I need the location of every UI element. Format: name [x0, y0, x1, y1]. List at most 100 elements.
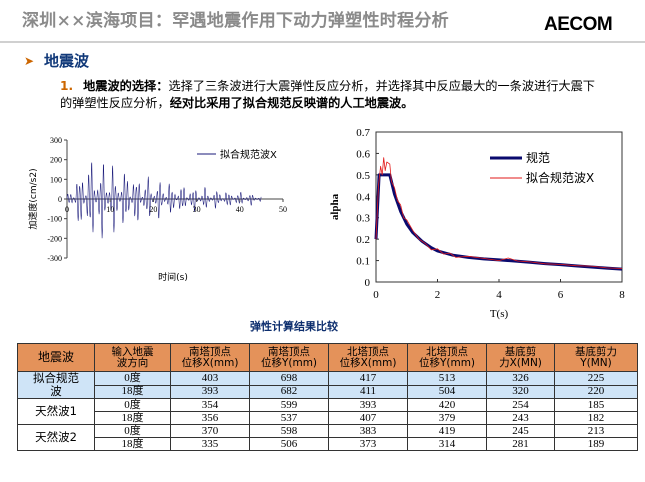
column-header: 输入地震 波方向: [94, 343, 171, 372]
column-header: 北塔顶点 位移Y(mm): [407, 343, 487, 372]
section-heading: 地震波: [44, 52, 90, 70]
column-header: 基底剪 力X(MN): [486, 343, 555, 372]
table-cell: 0度: [94, 424, 171, 438]
table-cell: 698: [249, 371, 329, 386]
table-cell: 379: [407, 411, 487, 425]
table-cell: 335: [170, 437, 250, 451]
results-table: 地震波 输入地震 波方向 南塔顶点 位移X(mm) 南塔顶点 位移Y(mm) 北塔顶点 位移X(…: [17, 343, 638, 451]
table-cell: 314: [407, 437, 487, 451]
table-row: 天然波2 0度 370 598 383 419 245 213: [17, 424, 638, 451]
x-tick-label: 0: [373, 289, 379, 301]
table-cell: 220: [554, 384, 638, 399]
table-row: 天然波1 0度 354 599 393 420 254 185: [17, 398, 638, 425]
table-cell: 407: [328, 411, 408, 425]
table-cell: 243: [486, 411, 555, 425]
table-cell: 254: [486, 398, 555, 412]
table-cell: 225: [554, 371, 638, 386]
paragraph-body: 选择了三条波进行大震弹性反应分析，并选择其中反应最大的一条波进行大震下的弹塑性反…: [60, 79, 595, 110]
table-cell: 419: [407, 424, 487, 438]
aecom-logo: AECOM: [544, 14, 613, 35]
column-header: 地震波: [17, 343, 95, 372]
table-cell: 393: [170, 384, 250, 399]
paragraph-emphasis: 经对比采用了拟合规范反映谱的人工地震波。: [169, 96, 414, 110]
wave-name-cell: 天然波1: [17, 398, 95, 425]
series-line-2: [375, 157, 623, 269]
table-cell: 354: [170, 398, 250, 412]
y-tick-label: -100: [47, 215, 62, 224]
wave-name-cell: 拟合规范波: [17, 371, 95, 399]
table-cell: 383: [328, 424, 408, 438]
table-cell: 506: [249, 437, 329, 451]
x-tick-label: 6: [558, 289, 564, 301]
table-row: 18度 356 537 407 379 243 182: [18, 411, 638, 425]
y-tick-label: -200: [47, 234, 62, 243]
y-tick-label: -300: [47, 254, 62, 263]
table-cell: 420: [407, 398, 487, 412]
x-tick-label: 4: [496, 289, 502, 301]
y-tick-label: 100: [50, 175, 62, 184]
table-title: 弹性计算结果比较: [250, 320, 338, 333]
table-cell: 281: [486, 437, 555, 451]
table-cell: 245: [486, 424, 555, 438]
table-row: 18度 393 682 411 504 320 220: [18, 384, 638, 399]
table-cell: 373: [328, 437, 408, 451]
y-axis-title: alpha: [329, 193, 341, 220]
y-tick-label: 300: [50, 136, 62, 145]
table-cell: 537: [249, 411, 329, 425]
x-tick-label: 0: [65, 205, 69, 214]
x-axis-title: 时间(s): [158, 271, 188, 283]
table-cell: 598: [249, 424, 329, 438]
table-cell: 182: [554, 411, 638, 425]
y-tick-label: 0.3: [356, 213, 370, 225]
x-tick-label: 30: [193, 205, 201, 214]
series-line-1: [374, 173, 623, 271]
table-row: 18度 335 506 373 314 281 189: [18, 437, 638, 451]
x-tick-label: 20: [149, 205, 157, 214]
y-tick-label: 200: [50, 156, 62, 165]
column-header: 基底剪力 Y(MN): [554, 343, 638, 372]
legend-label: 规范: [526, 150, 550, 165]
y-tick-label: 0.6: [356, 148, 370, 160]
y-tick-label: 0.5: [356, 170, 370, 182]
table-cell: 18度: [94, 437, 171, 451]
table-cell: 370: [170, 424, 250, 438]
legend-label: 拟合规范波X: [526, 170, 594, 185]
x-tick-label: 8: [619, 289, 625, 301]
page-title: 深圳××滨海项目：罕遇地震作用下动力弹塑性时程分析: [22, 11, 449, 31]
column-header: 南塔顶点 位移Y(mm): [249, 343, 329, 372]
table-row: 拟合规范波 0度 403 698 417 513 326 225: [17, 371, 638, 399]
column-header: 北塔顶点 位移X(mm): [328, 343, 408, 372]
y-tick-label: 0: [58, 195, 62, 204]
table-cell: 356: [170, 411, 250, 425]
y-tick-label: 0: [365, 277, 371, 289]
table-cell: 599: [249, 398, 329, 412]
x-tick-label: 40: [236, 205, 244, 214]
waveform-series-line: [66, 162, 262, 239]
table-cell: 504: [407, 384, 487, 399]
table-header-row: 地震波 输入地震 波方向 南塔顶点 位移X(mm) 南塔顶点 位移Y(mm) 北塔顶点 位移X(…: [17, 343, 638, 372]
table-cell: 18度: [94, 384, 171, 399]
wave-name-cell: 天然波2: [17, 424, 95, 451]
y-axis-title: 加速度(cm/s2): [27, 168, 39, 229]
table-cell: 189: [554, 437, 638, 451]
y-tick-label: 0.1: [356, 256, 370, 268]
title-divider: [0, 41, 645, 43]
table-cell: 320: [486, 384, 555, 399]
table-cell: 185: [554, 398, 638, 412]
table-cell: 411: [328, 384, 408, 399]
x-tick-label: 10: [106, 205, 114, 214]
x-tick-label: 50: [279, 205, 287, 214]
table-cell: 326: [486, 371, 555, 386]
table-cell: 417: [328, 371, 408, 386]
y-tick-label: 0.4: [356, 191, 370, 203]
column-header: 南塔顶点 位移X(mm): [170, 343, 250, 372]
x-tick-label: 2: [435, 289, 441, 301]
table-cell: 0度: [94, 398, 171, 412]
paragraph-number: 1.: [60, 79, 74, 93]
y-tick-label: 0.7: [356, 127, 370, 139]
description-paragraph: 1. 地震波的选择：选择了三条波进行大震弹性反应分析，并选择其中反应最大的一条波进…: [60, 78, 605, 112]
x-axis-title: T(s): [490, 308, 509, 320]
table-cell: 513: [407, 371, 487, 386]
